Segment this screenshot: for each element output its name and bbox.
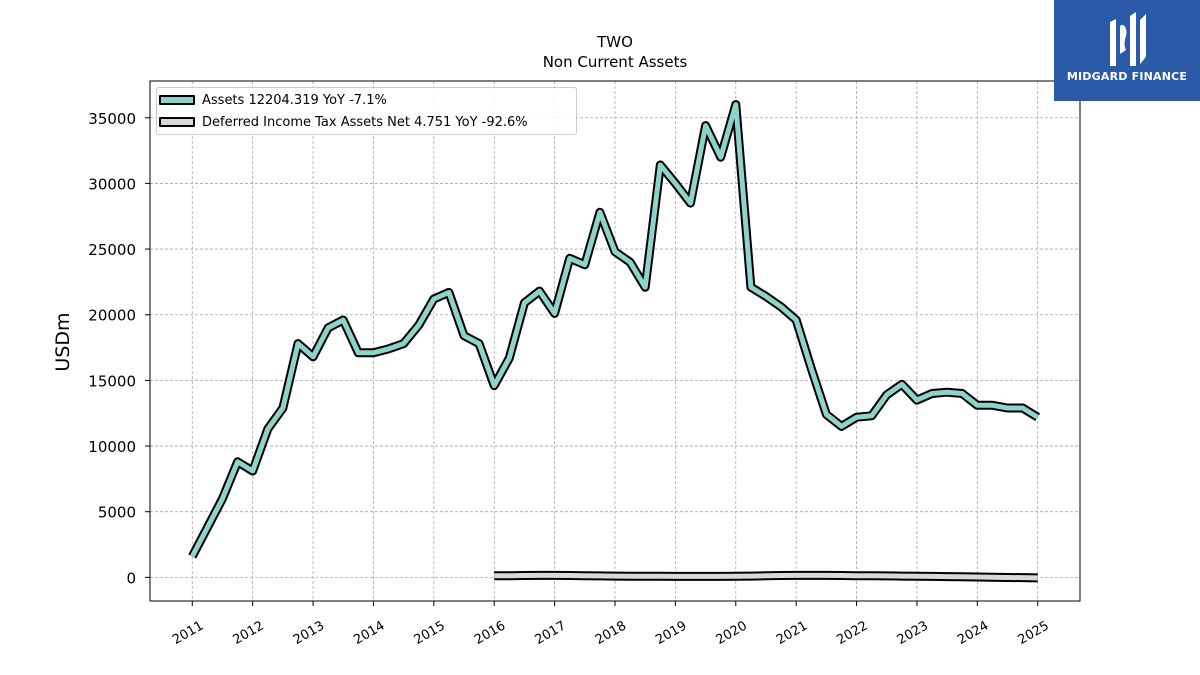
y-tick-label: 25000 xyxy=(88,241,136,259)
x-tick-label: 2024 xyxy=(955,618,991,648)
y-tick-label: 20000 xyxy=(88,307,136,325)
legend-label-deferred: Deferred Income Tax Assets Net 4.751 YoY… xyxy=(202,114,528,130)
x-tick-label: 2016 xyxy=(472,618,508,648)
midgard-logo-icon xyxy=(1110,12,1146,66)
x-tick-label: 2015 xyxy=(412,618,448,648)
x-tick-label: 2018 xyxy=(593,618,629,648)
brand-name: MIDGARD FINANCE xyxy=(1066,70,1188,83)
legend-item-assets: Assets 12204.319 YoY -7.1% xyxy=(159,92,387,108)
legend: Assets 12204.319 YoY -7.1% Deferred Inco… xyxy=(156,87,577,135)
series-layer xyxy=(188,100,1041,583)
chart-subtitle: Non Current Assets xyxy=(542,53,688,71)
x-axis: 2011 2012 2013 2014 2015 2016 2017 2018 2019 2020… xyxy=(170,601,1052,648)
x-tick-label: 2019 xyxy=(653,618,689,648)
x-tick-label: 2014 xyxy=(351,618,387,648)
x-tick-label: 2012 xyxy=(231,618,267,648)
x-tick-label: 2017 xyxy=(532,618,568,648)
x-tick-label: 2011 xyxy=(170,618,206,648)
x-tick-label: 2025 xyxy=(1016,618,1052,648)
series-line-assets xyxy=(190,102,1040,558)
y-tick-label: 15000 xyxy=(88,372,136,390)
legend-swatch-assets xyxy=(159,95,195,105)
legend-swatch-deferred xyxy=(159,117,195,127)
legend-label-assets: Assets 12204.319 YoY -7.1% xyxy=(202,92,387,108)
y-tick-label: 0 xyxy=(126,569,136,587)
x-tick-label: 2023 xyxy=(895,618,931,648)
grid-lines xyxy=(150,81,1080,601)
brand-logo: MIDGARD FINANCE xyxy=(1054,0,1200,101)
y-axis: 0 5000 10000 15000 20000 25000 30000 35000 xyxy=(88,110,150,587)
x-tick-label: 2020 xyxy=(714,618,750,648)
x-tick-label: 2021 xyxy=(774,618,810,648)
series-line-deferred xyxy=(494,572,1038,581)
y-tick-label: 10000 xyxy=(88,438,136,456)
x-tick-label: 2022 xyxy=(834,618,870,648)
chart-title: TWO xyxy=(597,33,633,51)
y-axis-label: USDm xyxy=(52,312,74,371)
y-tick-label: 30000 xyxy=(88,175,136,193)
legend-item-deferred: Deferred Income Tax Assets Net 4.751 YoY… xyxy=(159,114,528,130)
x-tick-label: 2013 xyxy=(291,618,327,648)
y-tick-label: 5000 xyxy=(98,504,136,522)
y-tick-label: 35000 xyxy=(88,110,136,128)
